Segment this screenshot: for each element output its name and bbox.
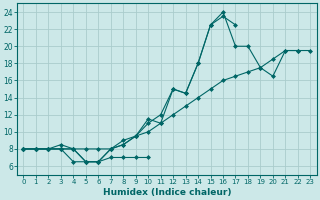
X-axis label: Humidex (Indice chaleur): Humidex (Indice chaleur) bbox=[103, 188, 231, 197]
